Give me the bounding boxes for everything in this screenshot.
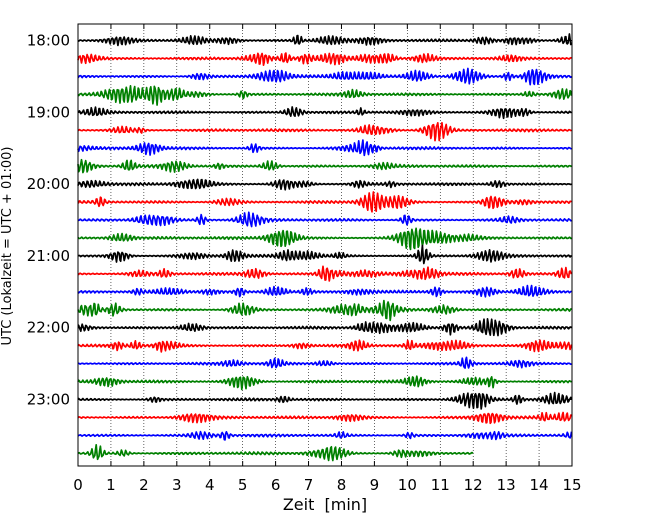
trace-2200 — [77, 317, 572, 337]
trace-group — [77, 33, 573, 462]
x-tick-label-15: 15 — [562, 476, 581, 494]
x-tick-label-13: 13 — [497, 476, 516, 494]
x-tick-label-3: 3 — [172, 476, 182, 494]
trace-2000 — [77, 178, 572, 191]
x-tick-label-14: 14 — [530, 476, 549, 494]
y-tick-label-1800: 18:00 — [27, 32, 70, 50]
trace-1945 — [77, 158, 573, 174]
x-axis-label: Zeit [min] — [283, 495, 367, 514]
y-tick-label-1900: 19:00 — [27, 103, 70, 121]
trace-2330 — [77, 430, 573, 441]
trace-2245 — [77, 375, 573, 391]
trace-1830 — [77, 67, 573, 86]
x-tick-label-2: 2 — [139, 476, 149, 494]
trace-1815 — [77, 52, 573, 67]
trace-1800 — [77, 33, 573, 47]
trace-2230 — [77, 356, 573, 369]
x-tick-label-6: 6 — [271, 476, 281, 494]
trace-2115 — [77, 265, 573, 282]
x-tick-label-1: 1 — [106, 476, 116, 494]
trace-2145 — [77, 299, 572, 322]
trace-2045 — [77, 227, 572, 251]
trace-2345 — [77, 443, 474, 462]
trace-2030 — [77, 211, 573, 228]
trace-2130 — [77, 284, 572, 298]
trace-2015 — [77, 191, 572, 213]
trace-2300 — [77, 391, 573, 410]
x-tick-label-7: 7 — [304, 476, 314, 494]
x-tick-label-5: 5 — [238, 476, 248, 494]
x-tick-label-12: 12 — [464, 476, 483, 494]
trace-1845 — [77, 85, 573, 106]
y-tick-label-2100: 21:00 — [27, 247, 70, 265]
x-tick-label-10: 10 — [398, 476, 417, 494]
y-tick-label-2300: 23:00 — [27, 391, 70, 409]
trace-2100 — [77, 244, 573, 265]
x-tick-label-9: 9 — [370, 476, 380, 494]
x-axis-ticks: 0 1 2 3 4 5 6 7 8 9 10 11 12 13 14 15 — [73, 24, 582, 494]
trace-1900 — [77, 106, 572, 120]
trace-1930 — [77, 139, 572, 157]
x-tick-label-11: 11 — [431, 476, 450, 494]
x-tick-label-4: 4 — [205, 476, 215, 494]
y-axis-label: UTC (Lokalzeit = UTC + 01:00) — [0, 147, 15, 346]
trace-2315 — [77, 411, 573, 425]
trace-2215 — [77, 339, 573, 353]
y-axis-ticks: 18:00 19:00 20:00 21:00 22:00 23:00 — [27, 32, 572, 409]
y-tick-label-2200: 22:00 — [27, 319, 70, 337]
x-tick-label-0: 0 — [73, 476, 83, 494]
trace-1915 — [77, 121, 573, 142]
y-tick-label-2000: 20:00 — [27, 175, 70, 193]
plot-frame — [77, 23, 573, 467]
x-tick-label-8: 8 — [337, 476, 347, 494]
